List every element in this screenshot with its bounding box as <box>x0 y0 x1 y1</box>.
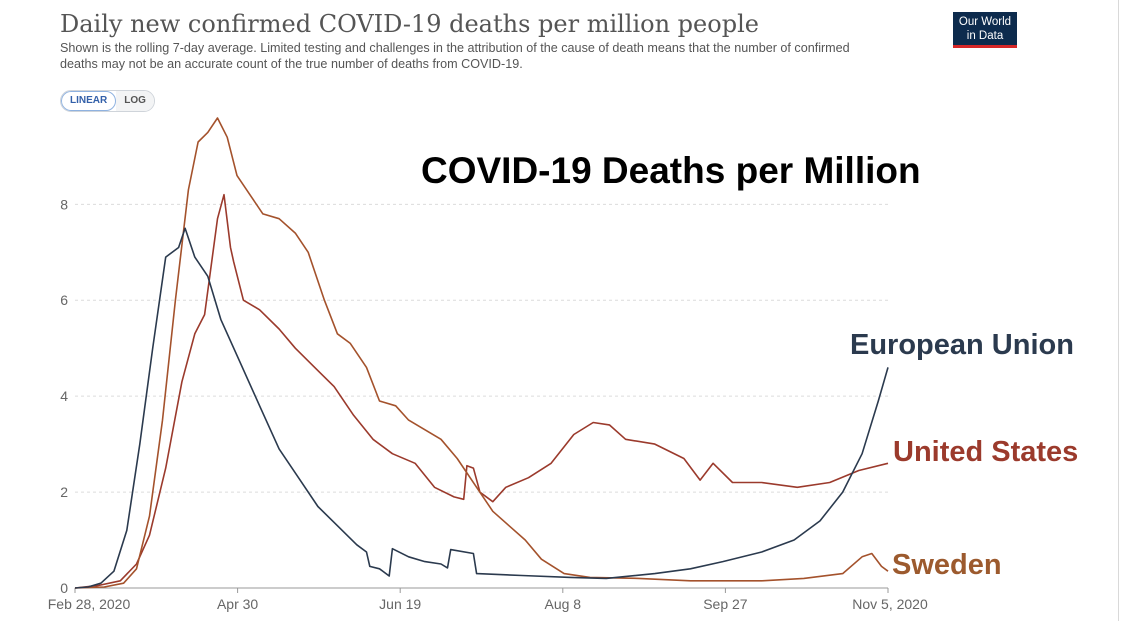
series-line-european-union <box>74 227 889 589</box>
x-tick-label: Sep 27 <box>703 596 748 612</box>
x-tick-label: Feb 28, 2020 <box>48 596 131 612</box>
y-tick-label: 2 <box>60 484 68 500</box>
owid-logo[interactable]: Our World in Data <box>953 12 1017 48</box>
y-tick-label: 6 <box>60 292 68 308</box>
y-tick-label: 0 <box>60 580 68 596</box>
logo-line-2: in Data <box>966 30 1004 42</box>
series-label-european-union: European Union <box>850 329 1074 361</box>
grid-layer: 0 2 4 6 8 <box>60 196 888 596</box>
x-tick-layer: Feb 28, 2020 Apr 30 Jun 19 Aug 8 Sep 27 Nov 5… <box>48 588 928 612</box>
series-layer <box>74 117 889 589</box>
x-tick-label: Jun 19 <box>379 596 421 612</box>
x-tick-label: Nov 5, 2020 <box>852 596 928 612</box>
series-line-united-states <box>74 193 889 589</box>
y-tick-label: 4 <box>60 388 68 404</box>
frame-divider <box>1118 0 1119 621</box>
linear-scale-button[interactable]: LINEAR <box>61 91 117 111</box>
logo-line-1: Our World <box>958 16 1012 28</box>
chart-title: Daily new confirmed COVID-19 deaths per … <box>60 10 759 38</box>
series-label-united-states: United States <box>893 436 1079 468</box>
x-tick-label: Aug 8 <box>545 596 582 612</box>
chart-subtitle: Shown is the rolling 7-day average. Limi… <box>60 41 850 71</box>
overlay-headline: COVID-19 Deaths per Million <box>421 150 921 191</box>
x-tick-label: Apr 30 <box>217 596 258 612</box>
series-line-sweden <box>74 117 889 589</box>
scale-toggle: LINEAR LOG <box>60 90 155 112</box>
log-scale-button[interactable]: LOG <box>116 91 154 111</box>
series-label-sweden: Sweden <box>892 549 1002 581</box>
y-tick-label: 8 <box>60 196 68 212</box>
